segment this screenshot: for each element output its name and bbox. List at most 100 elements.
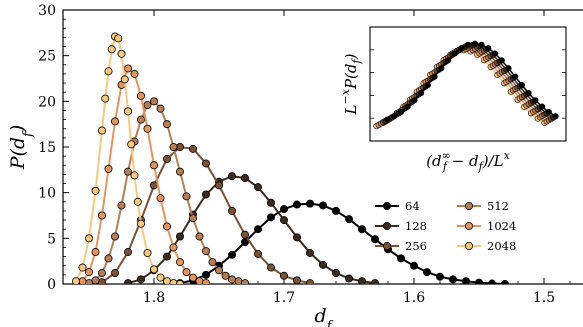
series-point-2048: [176, 280, 184, 284]
series-point-2048: [136, 219, 145, 228]
x-tick-label: 1.7: [273, 290, 295, 306]
series-point-1024: [156, 194, 165, 203]
series-point-64: [396, 254, 405, 263]
inset-point-64: [438, 65, 445, 72]
series-point-1024: [124, 64, 133, 73]
series-point-128: [331, 269, 340, 278]
series-point-128: [240, 174, 249, 183]
series-point-512: [98, 269, 107, 278]
series-point-2048: [85, 234, 94, 243]
inset-point-64: [465, 41, 472, 48]
main-plot: 0 5 10 15 20 25 30 1.8 1.7 1.6 1.5 df P(df): [7, 3, 583, 327]
inset-point-64: [391, 113, 398, 120]
legend-marker-2048: [464, 241, 473, 250]
series-point-1024: [104, 164, 113, 173]
inset-point-64: [458, 45, 465, 52]
x-tick-label: 1.6: [403, 290, 425, 306]
series-point-512: [111, 232, 120, 241]
series-point-64: [201, 270, 210, 279]
series-point-64: [462, 277, 470, 284]
series-point-64: [370, 235, 379, 244]
series-point-64: [305, 199, 314, 208]
series-point-256: [98, 278, 106, 284]
series-group: [72, 32, 509, 284]
series-point-2048: [149, 265, 158, 274]
series-point-128: [175, 232, 184, 241]
series-point-512: [208, 258, 217, 267]
series-point-512: [143, 100, 152, 109]
inset-point-64: [478, 41, 485, 48]
inset-point-64: [532, 97, 539, 104]
series-point-64: [409, 261, 418, 270]
series-point-256: [188, 144, 197, 153]
series-point-256: [111, 269, 120, 278]
x-axis-label: df: [315, 305, 334, 327]
inset-point-64: [451, 50, 458, 57]
series-point-2048: [120, 75, 129, 84]
inset-x-label: (d∞ f − df)/Lx: [426, 149, 510, 173]
series-point-256: [253, 249, 262, 258]
series-point-2048: [72, 277, 80, 284]
series-point-512: [227, 275, 236, 284]
series-point-64: [448, 275, 457, 284]
series-point-2048: [169, 279, 178, 284]
series-point-1024: [98, 211, 107, 220]
series-point-1024: [149, 161, 158, 170]
series-point-128: [344, 274, 353, 283]
y-tick-label: 15: [38, 140, 56, 156]
inset-point-64: [491, 50, 499, 57]
series-point-1024: [169, 243, 178, 252]
series-point-64: [331, 206, 340, 215]
series-point-256: [162, 154, 171, 163]
series-point-1024: [162, 222, 171, 231]
series-point-512: [124, 167, 133, 176]
series-point-2048: [107, 45, 116, 54]
series-point-512: [149, 97, 158, 106]
inset-point-64: [505, 65, 512, 72]
y-tick-label: 25: [38, 49, 56, 65]
series-point-256: [227, 206, 236, 215]
series-point-64: [475, 278, 483, 284]
series-point-2048: [91, 186, 100, 195]
series-point-1024: [182, 268, 191, 277]
series-point-1024: [195, 277, 204, 284]
series-point-128: [227, 172, 236, 181]
inset-point-64: [552, 113, 559, 120]
series-point-128: [136, 275, 145, 284]
inset-point-64: [411, 97, 418, 104]
series-point-256: [201, 159, 210, 168]
legend-label-128: 128: [405, 219, 427, 233]
series-point-1024: [143, 124, 152, 133]
inset-point-64: [444, 57, 452, 64]
inset-point-64: [397, 108, 405, 116]
inset-point-64: [404, 103, 411, 110]
legend-marker-1024: [464, 221, 473, 230]
series-point-256: [266, 263, 275, 272]
series-point-512: [156, 104, 165, 113]
legend-label-512: 512: [487, 199, 509, 213]
inset-y-label: L−xP(df): [339, 53, 363, 115]
series-point-128: [201, 190, 210, 199]
series-point-2048: [163, 277, 171, 284]
series-point-64: [227, 250, 236, 259]
legend-label-256: 256: [405, 239, 427, 253]
series-point-1024: [188, 273, 197, 282]
series-point-2048: [78, 263, 87, 272]
series-point-2048: [117, 49, 126, 58]
series-point-1024: [202, 279, 210, 284]
series-point-64: [344, 215, 353, 224]
series-point-512: [162, 120, 171, 129]
series-point-1024: [130, 69, 139, 78]
inset-point-64: [518, 81, 526, 89]
series-point-256: [293, 276, 301, 284]
series-point-64: [488, 279, 496, 284]
series-point-128: [253, 183, 262, 192]
inset-point-64: [471, 40, 478, 47]
series-point-1024: [136, 91, 145, 100]
series-point-2048: [101, 94, 110, 103]
series-point-512: [214, 266, 223, 275]
series-point-2048: [133, 197, 142, 206]
series-point-2048: [127, 140, 136, 149]
series-point-2048: [98, 126, 107, 135]
